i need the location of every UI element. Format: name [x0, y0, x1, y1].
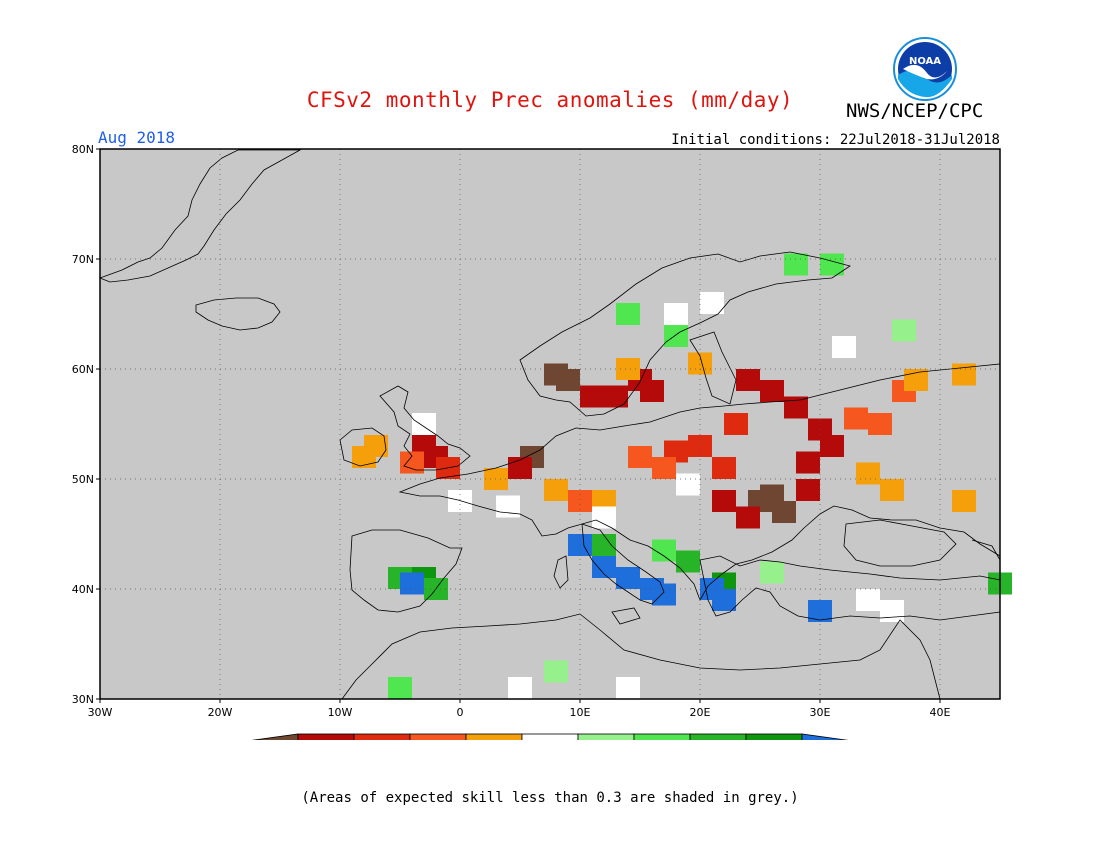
longitude-label: 0 [457, 706, 464, 719]
anomaly-cell [760, 561, 784, 584]
anomaly-cell [844, 407, 868, 430]
anomaly-cell [952, 490, 976, 512]
anomaly-cell [784, 396, 808, 419]
colorbar: −1−0.8−0.6−0.4−0.20.20.40.60.81 [251, 733, 849, 740]
latitude-label: 60N [72, 363, 94, 376]
anomaly-cell [640, 380, 664, 402]
anomaly-cell [772, 501, 796, 523]
colorbar-swatch [577, 733, 635, 740]
anomaly-cell [616, 567, 640, 589]
anomaly-cell [760, 380, 784, 402]
anomaly-cell [856, 589, 880, 611]
anomaly-cell [604, 385, 628, 408]
anomaly-cell [700, 292, 724, 314]
anomaly-cell [616, 303, 640, 325]
coastlines [98, 149, 1001, 700]
colorbar-swatch [521, 733, 579, 740]
anomaly-cell [880, 479, 904, 501]
longitude-label: 40E [930, 706, 951, 719]
latitude-label: 70N [72, 253, 94, 266]
latitude-label: 80N [72, 143, 94, 156]
colorbar-arrow-high [801, 733, 849, 740]
longitude-label: 30W [88, 706, 113, 719]
latitude-labels: 80N 70N 60N 50N 40N 30N [72, 143, 100, 706]
anomaly-cell [820, 435, 844, 457]
anomaly-cell [664, 325, 688, 347]
noaa-logo: NOAA [893, 37, 957, 101]
anomaly-cell [544, 660, 568, 683]
latitude-label: 40N [72, 583, 94, 596]
anomaly-cell [400, 572, 424, 595]
anomaly-cell [796, 479, 820, 501]
anomaly-cell [724, 413, 748, 435]
anomaly-cell [904, 369, 928, 391]
colorbar-swatch [297, 733, 355, 740]
anomaly-cell [652, 457, 676, 479]
anomaly-cell [796, 451, 820, 474]
latitude-label: 30N [72, 693, 94, 706]
anomaly-cell [832, 336, 856, 358]
colorbar-swatch [409, 733, 467, 740]
anomaly-cell [592, 556, 616, 578]
anomaly-cell [688, 435, 712, 457]
anomaly-cell [508, 457, 532, 479]
anomaly-cell [568, 490, 592, 512]
colorbar-swatch [689, 733, 747, 740]
anomaly-cell [616, 358, 640, 380]
colorbar-swatch [353, 733, 411, 740]
anomaly-cell [712, 490, 736, 512]
anomaly-cell [556, 369, 580, 391]
forecast-period: Aug 2018 [98, 128, 176, 147]
colorbar-arrow-low [251, 733, 299, 740]
anomaly-cell [616, 677, 640, 699]
anomaly-cell [676, 473, 700, 496]
anomaly-cell [592, 506, 616, 529]
anomaly-cell [856, 462, 880, 485]
longitude-label: 10W [328, 706, 353, 719]
anomaly-cell [868, 413, 892, 435]
anomaly-cell [808, 600, 832, 622]
anomaly-cell [412, 413, 436, 435]
colorbar-swatch [745, 733, 803, 740]
anomaly-cell [712, 589, 736, 611]
agency-label: NWS/NCEP/CPC [846, 100, 984, 122]
anomaly-cell [664, 303, 688, 325]
anomaly-cell [508, 677, 532, 699]
map-frame [99, 148, 1001, 700]
anomaly-cell [652, 539, 676, 562]
longitude-label: 20E [690, 706, 711, 719]
anomaly-cell [496, 495, 520, 518]
initial-conditions: Initial conditions: 22Jul2018-31Jul2018 [671, 132, 1000, 148]
precip-anomaly-map: 80N 70N 60N 50N 40N 30N 30W 20W 10W 0 10E 20E 30E 40… [72, 143, 1012, 740]
anomaly-cell [580, 385, 604, 408]
anomaly-cell [712, 457, 736, 479]
anomaly-cell [652, 583, 676, 606]
latitude-label: 50N [72, 473, 94, 486]
anomaly-cell [364, 435, 388, 457]
longitude-label: 20W [208, 706, 233, 719]
anomaly-cell [736, 369, 760, 391]
footnote: (Areas of expected skill less than 0.3 a… [301, 790, 799, 806]
anomaly-cell [388, 677, 412, 699]
anomaly-cell [400, 451, 424, 474]
colorbar-swatch [633, 733, 691, 740]
anomaly-cell [880, 600, 904, 622]
longitude-labels: 30W 20W 10W 0 10E 20E 30E 40E [88, 699, 951, 719]
noaa-logo-text: NOAA [909, 56, 941, 67]
graticule [100, 149, 1000, 699]
longitude-label: 10E [570, 706, 591, 719]
longitude-label: 30E [810, 706, 831, 719]
anomaly-cell [736, 506, 760, 529]
anomaly-cell [892, 319, 916, 342]
anomaly-cell [592, 534, 616, 556]
anomaly-cell [628, 446, 652, 468]
anomaly-cells [352, 253, 1012, 699]
colorbar-swatch [465, 733, 523, 740]
anomaly-cell [784, 253, 808, 276]
anomaly-cell [676, 550, 700, 573]
anomaly-cell [544, 479, 568, 501]
map-title: CFSv2 monthly Prec anomalies (mm/day) [306, 88, 794, 112]
